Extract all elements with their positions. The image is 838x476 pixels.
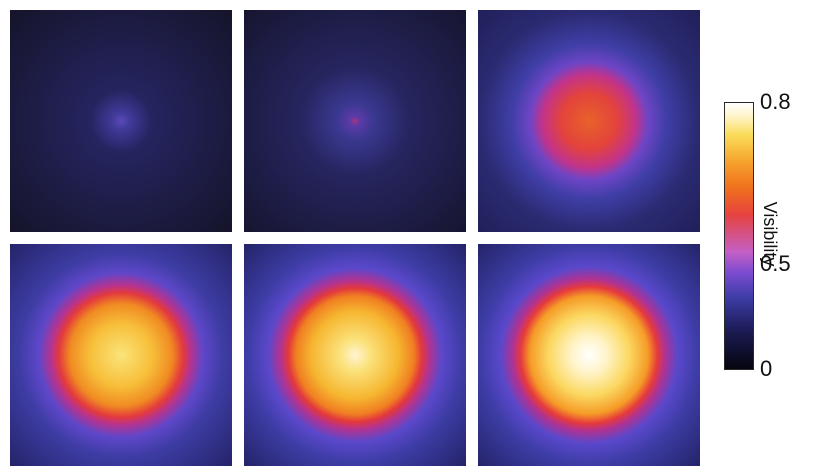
visibility-map-1-image bbox=[10, 10, 232, 232]
visibility-map-panel-1 bbox=[10, 10, 232, 232]
visibility-map-panel-3 bbox=[478, 10, 700, 232]
visibility-map-2-image bbox=[244, 10, 466, 232]
visibility-colorbar bbox=[724, 102, 754, 370]
colorbar-tick-max: 0.8 bbox=[760, 89, 791, 114]
colorbar-tick-min: 0 bbox=[760, 356, 773, 381]
colorbar-tick-mid: 0.5 bbox=[760, 251, 791, 276]
visibility-map-panel-4 bbox=[10, 244, 232, 466]
visibility-map-4-image bbox=[10, 244, 232, 466]
visibility-map-5-image bbox=[244, 244, 466, 466]
visibility-map-6-image bbox=[478, 244, 700, 466]
colorbar-axis-label: Visibility bbox=[760, 201, 780, 267]
visibility-map-panel-6 bbox=[478, 244, 700, 466]
visibility-map-panel-2 bbox=[244, 10, 466, 232]
visibility-map-3-image bbox=[478, 10, 700, 232]
visibility-map-panel-5 bbox=[244, 244, 466, 466]
